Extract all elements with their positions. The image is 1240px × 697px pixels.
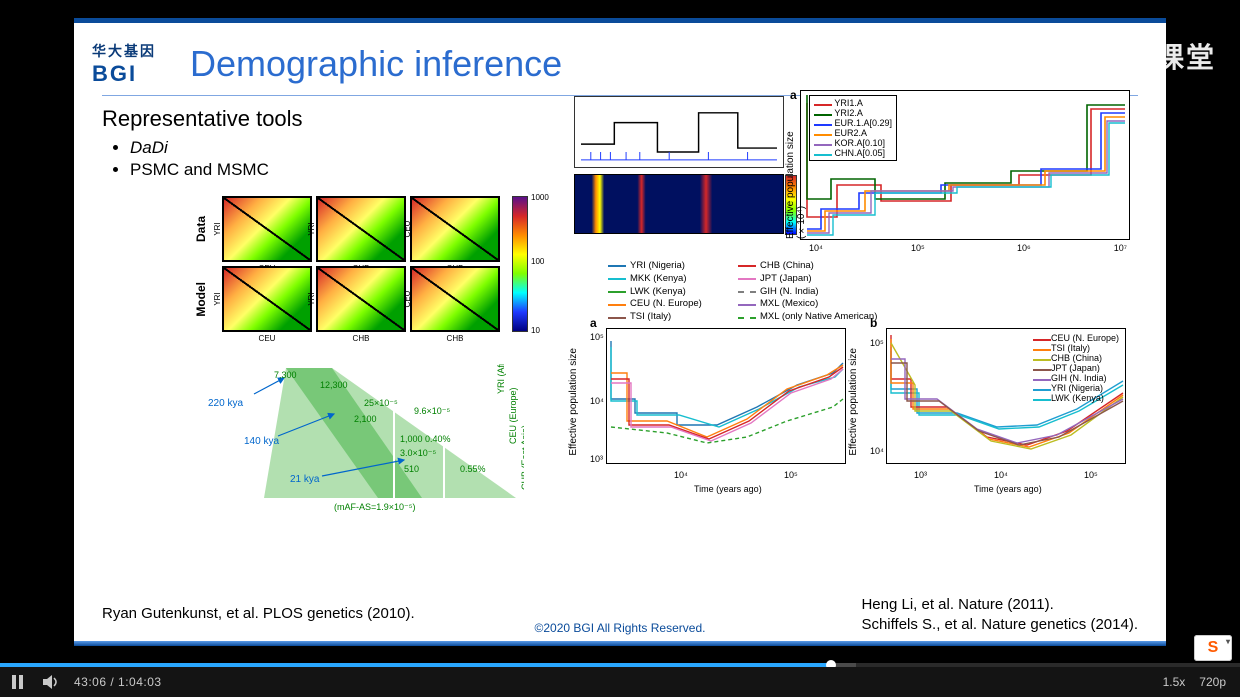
psmc-popsize-chart-a: a Effective population size (×10⁴)	[800, 90, 1130, 240]
svg-text:1,000 0.40%: 1,000 0.40%	[400, 434, 451, 444]
volume-icon	[43, 675, 59, 689]
chevron-down-icon: ▾	[1226, 637, 1230, 646]
dadi-figure-group: Data YRICEU YRICHB CEUCHB 1000 100 10 Mo…	[194, 196, 614, 514]
population-legend: YRI (Nigeria) MKK (Kenya) LWK (Kenya) CE…	[608, 260, 888, 324]
time-display: 43:06 / 1:04:03	[74, 675, 162, 689]
copyright-text: ©2020 BGI All Rights Reserved.	[74, 618, 1166, 641]
svg-text:12,300: 12,300	[320, 380, 348, 390]
ime-indicator[interactable]: S ▾	[1194, 635, 1232, 661]
slide-header: 华大基因 BGI Demographic inference	[74, 23, 1166, 93]
demographic-model-schematic: 7,300 12,300 25×10⁻⁵ 2,100 9.6×10⁻⁵ 1,00…	[204, 364, 524, 514]
svg-text:CEU (Europe): CEU (Europe)	[508, 387, 518, 444]
svg-text:25×10⁻⁵: 25×10⁻⁵	[364, 398, 398, 408]
video-stage: 腾讯课堂 华大基因 BGI Demographic inference Repr…	[0, 0, 1240, 697]
pause-button[interactable]	[0, 667, 34, 697]
svg-text:3.0×10⁻⁵: 3.0×10⁻⁵	[400, 448, 437, 458]
heatmap-panel: YRICHB	[316, 196, 406, 262]
svg-text:0.55%: 0.55%	[460, 464, 486, 474]
heatmap-grid: Data YRICEU YRICHB CEUCHB 1000 100 10 Mo…	[194, 196, 614, 350]
heatmap-panel: YRICEU	[222, 266, 312, 332]
slide-title: Demographic inference	[190, 43, 562, 85]
bgi-logo-cn: 华大基因	[92, 41, 172, 61]
msmc-chart-a: a Effective population size	[584, 318, 852, 490]
duration: 1:04:03	[118, 675, 162, 689]
slide-footer: ©2020 BGI All Rights Reserved.	[74, 618, 1166, 646]
video-quality[interactable]: 720p	[1199, 675, 1226, 689]
svg-text:9.6×10⁻⁵: 9.6×10⁻⁵	[414, 406, 451, 416]
heatmap-panel: YRICHB	[316, 266, 406, 332]
tmrca-schematic	[574, 96, 784, 168]
chart-legend: YRI1.A YRI2.A EUR.1.A[0.29] EUR2.A KOR.A…	[809, 95, 897, 161]
svg-text:510: 510	[404, 464, 419, 474]
svg-text:2,100: 2,100	[354, 414, 377, 424]
heatmap-panel: CEUCHB	[410, 196, 500, 262]
chart-b-legend: CEU (N. Europe) TSI (Italy) CHB (China) …	[1033, 333, 1119, 403]
svg-text:YRI (Africa): YRI (Africa)	[496, 364, 506, 394]
slide-body: Representative tools DaDi PSMC and MSMC …	[74, 96, 1166, 636]
pause-icon	[11, 675, 23, 689]
svg-text:7,300: 7,300	[274, 370, 297, 380]
volume-button[interactable]	[34, 667, 68, 697]
psmc-hmm-schematic	[574, 96, 784, 236]
msmc-chart-b: b Effective population size	[864, 318, 1132, 490]
svg-text:CHB (East Asia): CHB (East Asia)	[520, 425, 524, 490]
playback-speed[interactable]: 1.5x	[1163, 675, 1186, 689]
heatmap-panel: YRICEU	[222, 196, 312, 262]
player-controls: 43:06 / 1:04:03 1.5x 720p	[0, 667, 1240, 697]
slide-bottom-accent	[74, 641, 1166, 646]
psmc-figure-group: a Effective population size (×10⁴)	[574, 90, 1134, 490]
colorbar: 1000 100 10	[512, 196, 528, 332]
heatmap-panel: CEUCHB	[410, 266, 500, 332]
svg-text:(mAF-AS=1.9×10⁻⁵): (mAF-AS=1.9×10⁻⁵)	[334, 502, 416, 512]
bgi-logo-en: BGI	[92, 61, 172, 87]
bgi-logo: 华大基因 BGI	[92, 41, 172, 87]
current-time: 43:06	[74, 675, 107, 689]
heterozygosity-track	[574, 174, 784, 234]
presentation-slide: 华大基因 BGI Demographic inference Represent…	[74, 18, 1166, 646]
